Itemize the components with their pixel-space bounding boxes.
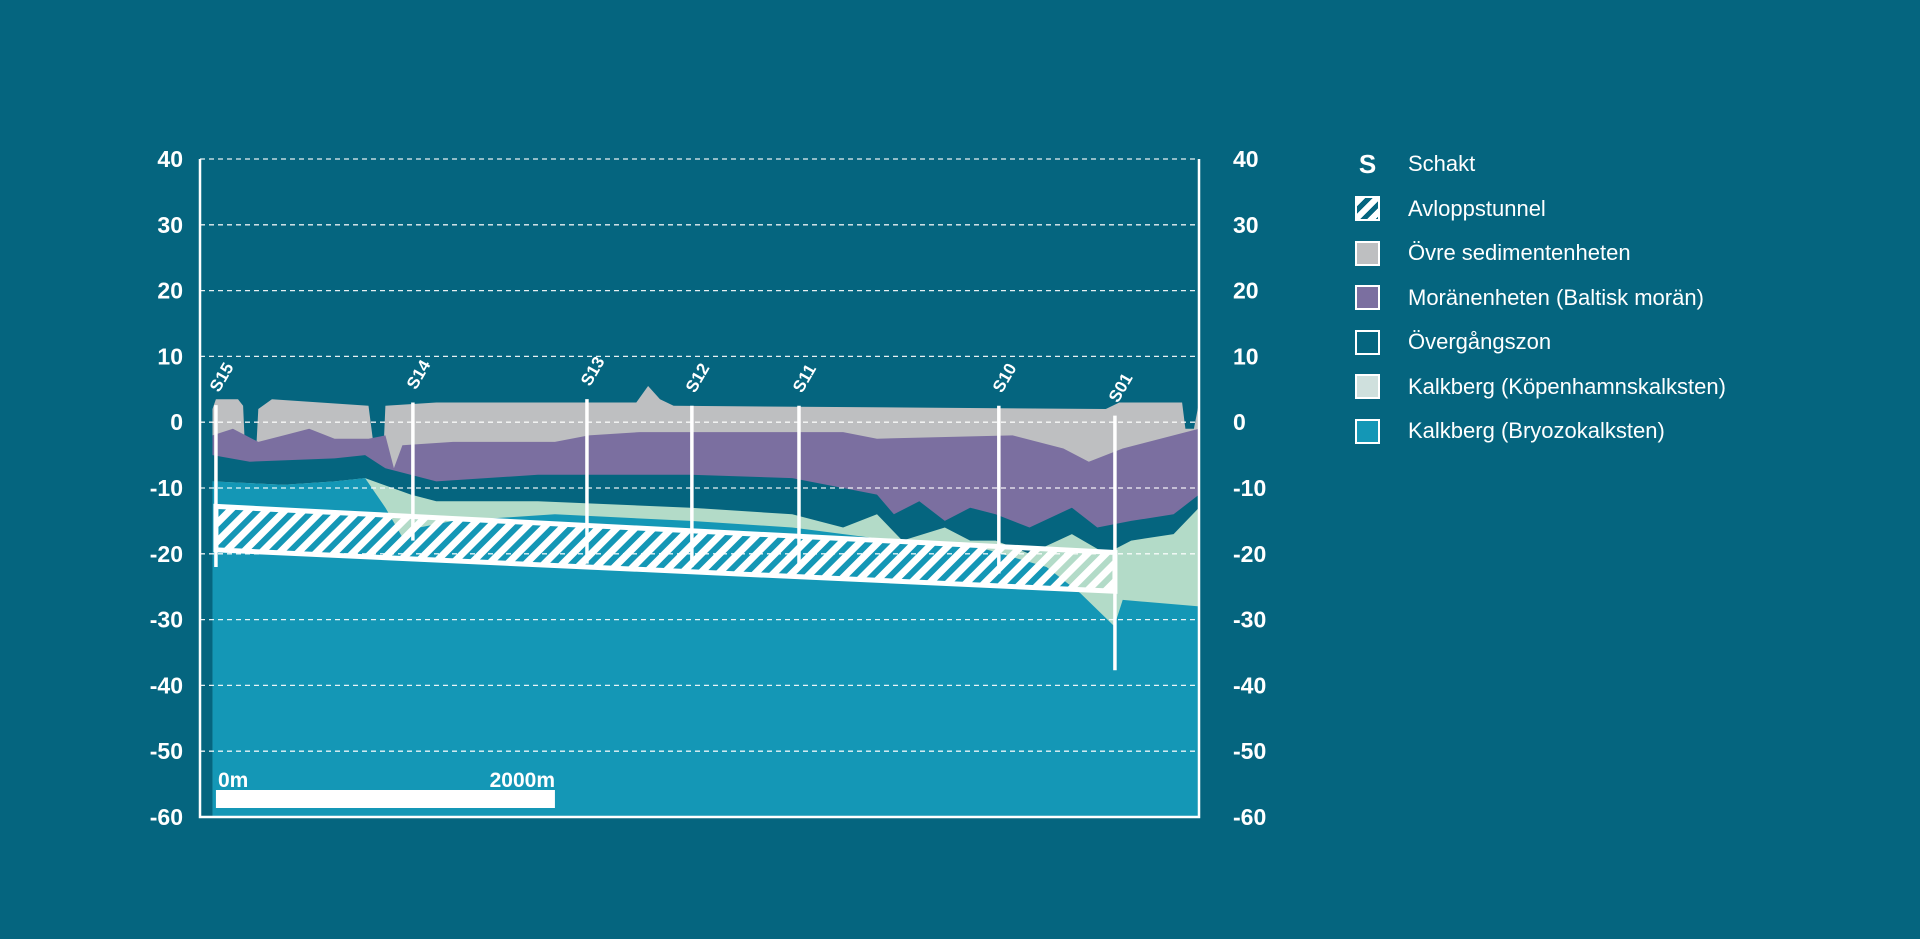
hatch-swatch-icon [1355, 196, 1380, 222]
legend-label: Moränenheten (Baltisk morän) [1408, 284, 1704, 310]
y-tick-label-left: 0 [170, 409, 183, 435]
legend-label: Kalkberg (Köpenhamnskalksten) [1408, 373, 1726, 399]
legend-label: Schakt [1408, 151, 1476, 177]
y-tick-label-left: -50 [150, 738, 183, 764]
legend-item-avloppstunnel: Avloppstunnel [1355, 187, 1726, 232]
shaft-label: S10 [989, 360, 1021, 396]
shaft-symbol-icon: S [1358, 148, 1377, 179]
swatch-bryozo-icon [1355, 418, 1380, 444]
y-tick-label-left: 20 [157, 278, 183, 304]
swatch-moran-icon [1355, 285, 1380, 311]
gridlines [200, 158, 1199, 752]
y-tick-label-right: -10 [1233, 475, 1266, 501]
legend-label: Kalkberg (Bryozokalksten) [1408, 418, 1665, 444]
y-tick-label-left: -30 [150, 607, 183, 633]
y-tick-label-right: -30 [1233, 607, 1266, 633]
layer-areas [212, 386, 1199, 817]
shaft-label: S15 [206, 359, 238, 395]
shaft-label: S01 [1105, 370, 1137, 406]
swatch-overgang-icon [1355, 329, 1380, 355]
legend-item-overgang: Övergångszon [1355, 320, 1726, 365]
y-tick-label-left: 40 [157, 146, 183, 172]
shaft-label: S13 [577, 353, 609, 389]
scale-end-label: 2000m [490, 769, 555, 792]
swatch-kopenhamn-icon [1355, 374, 1380, 400]
scale-bar-rect [215, 790, 555, 808]
swatch-ovre-icon [1355, 240, 1380, 266]
y-tick-label-right: 40 [1233, 146, 1259, 172]
y-tick-label-right: -20 [1233, 541, 1266, 567]
axis-frame [198, 159, 1201, 819]
y-tick-label-left: 30 [157, 212, 183, 238]
legend-item-kopenhamn: Kalkberg (Köpenhamnskalksten) [1355, 365, 1726, 410]
y-tick-label-right: -40 [1233, 672, 1266, 698]
shaft-label: S12 [682, 360, 714, 396]
shaft-label: S11 [789, 361, 820, 396]
y-tick-label-right: 10 [1233, 343, 1259, 369]
y-tick-label-right: 0 [1233, 409, 1246, 435]
legend-item-bryozo: Kalkberg (Bryozokalksten) [1355, 409, 1726, 454]
y-tick-label-left: -10 [150, 475, 183, 501]
y-tick-label-left: -40 [150, 672, 183, 698]
shaft-label: S14 [403, 356, 435, 392]
legend: S Schakt Avloppstunnel Övre sedimentenhe… [1355, 142, 1726, 454]
y-tick-label-left: 10 [157, 343, 183, 369]
y-tick-label-right: -60 [1233, 804, 1266, 830]
y-tick-label-left: -60 [150, 804, 183, 830]
legend-item-schakt: S Schakt [1355, 142, 1726, 187]
y-tick-labels: 40 40 30 30 20 20 10 10 0 0 -10 -10 -20 -20 -30 -30 -40 -… [150, 146, 1267, 830]
legend-label: Avloppstunnel [1408, 195, 1546, 221]
scale-bar: 0m 2000m [215, 769, 555, 808]
legend-item-ovre: Övre sedimentenheten [1355, 231, 1726, 276]
legend-label: Övergångszon [1408, 329, 1552, 355]
scale-start-label: 0m [218, 769, 248, 792]
y-tick-label-left: -20 [150, 541, 183, 567]
y-tick-label-right: 30 [1233, 212, 1259, 238]
legend-item-moran: Moränenheten (Baltisk morän) [1355, 276, 1726, 321]
legend-label: Övre sedimentenheten [1408, 240, 1631, 266]
y-tick-label-right: -50 [1233, 738, 1266, 764]
y-tick-label-right: 20 [1233, 278, 1259, 304]
plot-frame [198, 159, 1201, 819]
